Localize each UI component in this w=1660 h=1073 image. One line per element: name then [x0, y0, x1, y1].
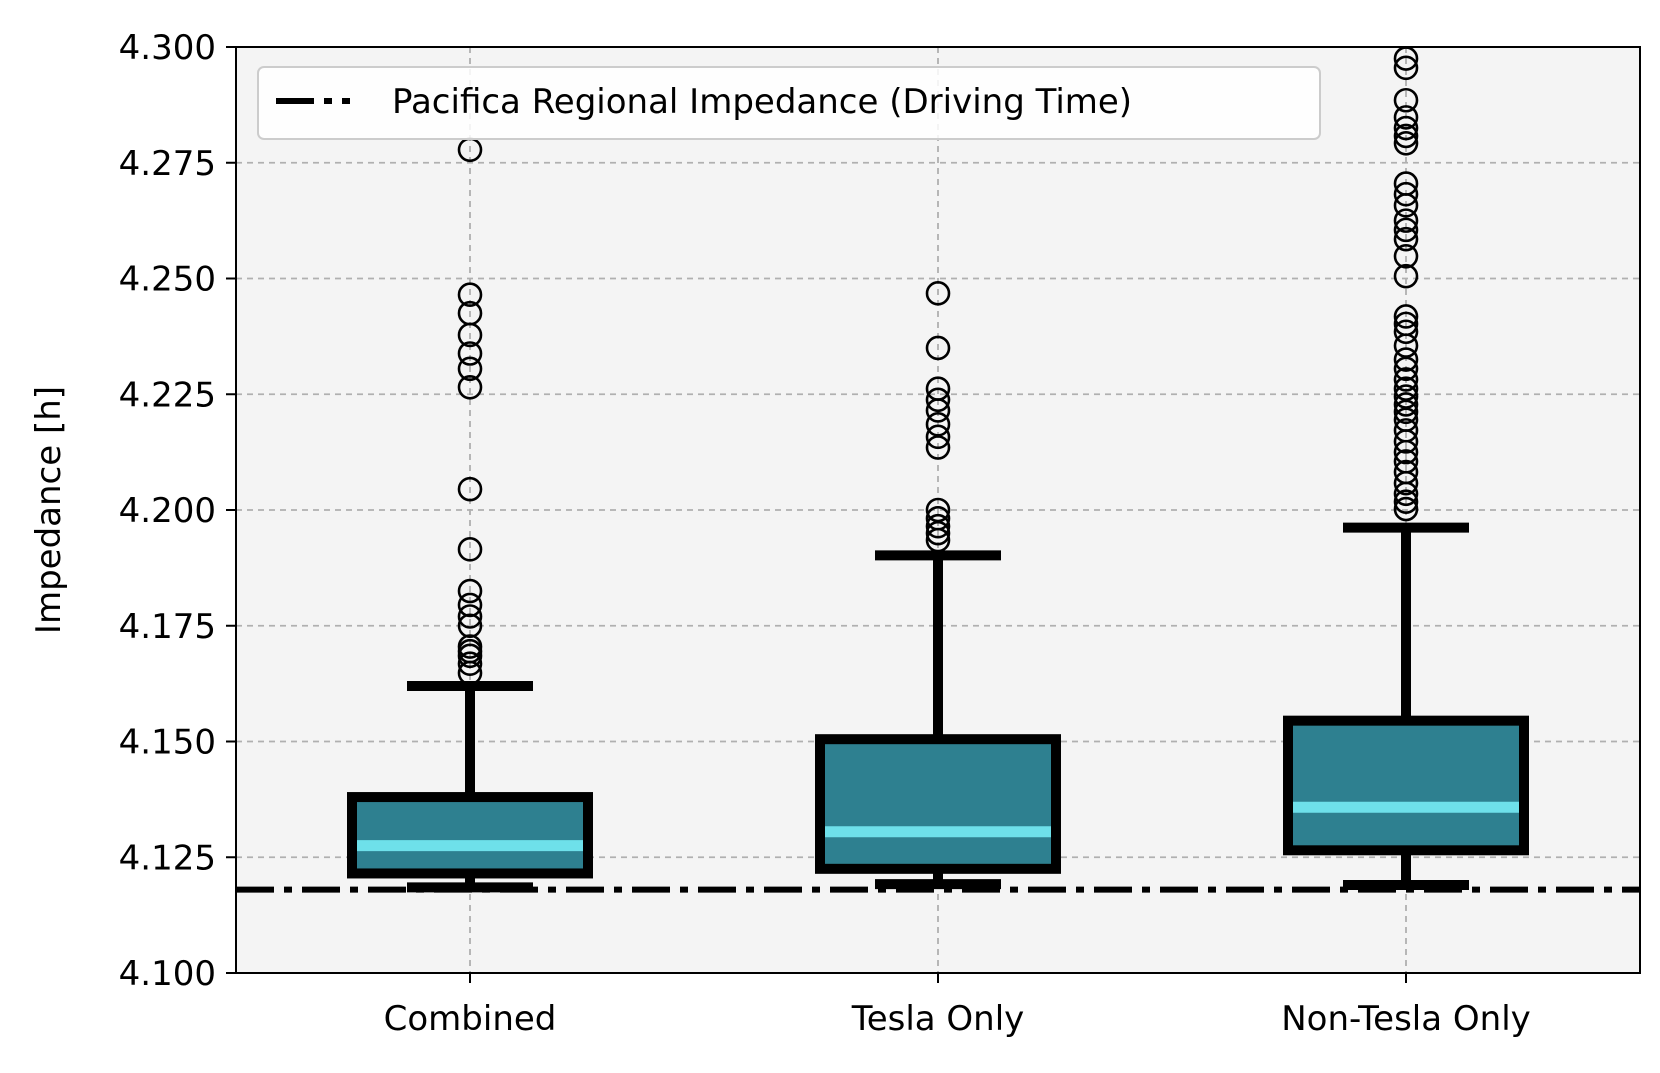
- outlier-point: [1393, 243, 1419, 269]
- outlier-point: [457, 592, 483, 618]
- y-tick-label: 4.125: [119, 838, 216, 878]
- outlier-point: [925, 412, 951, 437]
- outlier-point: [1393, 347, 1419, 372]
- outlier-point: [1393, 459, 1419, 485]
- outlier-point: [1393, 311, 1419, 337]
- outlier-point: [457, 282, 483, 308]
- y-tick-label: 4.250: [119, 260, 216, 300]
- outlier-point: [457, 375, 483, 400]
- legend: Pacifica Regional Impedance (Driving Tim…: [257, 66, 1321, 140]
- outlier-point: [1393, 208, 1419, 233]
- outlier-point: [1393, 55, 1419, 81]
- y-tick-label: 4.100: [119, 954, 216, 994]
- boxes-group: [347, 522, 1529, 893]
- outlier-point: [1393, 87, 1419, 113]
- y-tick-label: 4.300: [119, 28, 216, 68]
- box-iqr: [1283, 715, 1529, 856]
- box-1: [815, 550, 1061, 890]
- legend-box: [257, 66, 1321, 140]
- outlier-point: [1393, 226, 1419, 252]
- outlier-point: [1393, 392, 1419, 417]
- outlier-point: [925, 506, 951, 531]
- outlier-point: [1393, 384, 1419, 409]
- outlier-point: [457, 578, 483, 604]
- outlier-point: [1393, 263, 1419, 289]
- outlier-point: [1393, 376, 1419, 401]
- y-tick-label: 4.200: [119, 491, 216, 531]
- outlier-point: [1393, 123, 1419, 149]
- y-tick-label: 4.225: [119, 375, 216, 415]
- axes-group: 4.100 4.125 4.150 4.175 4.200 4.225 4.250 4.275…: [119, 28, 1531, 1039]
- x-tick-label: Tesla Only: [851, 999, 1025, 1039]
- outlier-point: [925, 376, 951, 401]
- outlier-point: [925, 497, 951, 523]
- outlier-point: [457, 651, 483, 677]
- outlier-point: [1393, 115, 1419, 141]
- outlier-point: [1393, 367, 1419, 392]
- x-tick-label: Combined: [384, 999, 557, 1039]
- outlier-point: [925, 424, 951, 450]
- outlier-point: [1393, 449, 1419, 474]
- box-iqr: [347, 792, 593, 879]
- x-tick-label: Non-Tesla Only: [1281, 999, 1531, 1039]
- outlier-point: [1393, 171, 1419, 196]
- outlier-point: [457, 341, 483, 366]
- outlier-point: [925, 335, 951, 361]
- outliers-group: [457, 46, 1419, 686]
- outlier-point: [1393, 131, 1419, 156]
- outlier-point: [457, 604, 483, 629]
- legend-entry-label: Pacifica Regional Impedance (Driving Tim…: [392, 82, 1132, 122]
- outlier-point: [1393, 181, 1419, 207]
- outlier-point: [457, 356, 483, 382]
- box-0: [347, 680, 593, 893]
- outlier-point: [1393, 489, 1419, 514]
- outlier-point: [1393, 105, 1419, 130]
- outlier-point: [1393, 319, 1419, 345]
- outlier-point: [457, 300, 483, 326]
- outlier-point: [1393, 496, 1419, 522]
- outlier-point: [925, 281, 951, 306]
- box-iqr: [815, 734, 1061, 874]
- y-axis-label: Impedance [h]: [29, 386, 69, 634]
- outlier-point: [457, 537, 483, 562]
- outlier-point: [925, 513, 951, 539]
- outlier-point: [457, 476, 483, 502]
- outlier-point: [1393, 418, 1419, 443]
- box-2: [1283, 522, 1529, 891]
- outlier-point: [1393, 304, 1419, 329]
- y-tick-label: 4.175: [119, 607, 216, 647]
- outlier-point: [925, 387, 951, 413]
- outlier-point: [1393, 217, 1419, 243]
- y-tick-label: 4.150: [119, 723, 216, 763]
- y-tick-label: 4.275: [119, 144, 216, 184]
